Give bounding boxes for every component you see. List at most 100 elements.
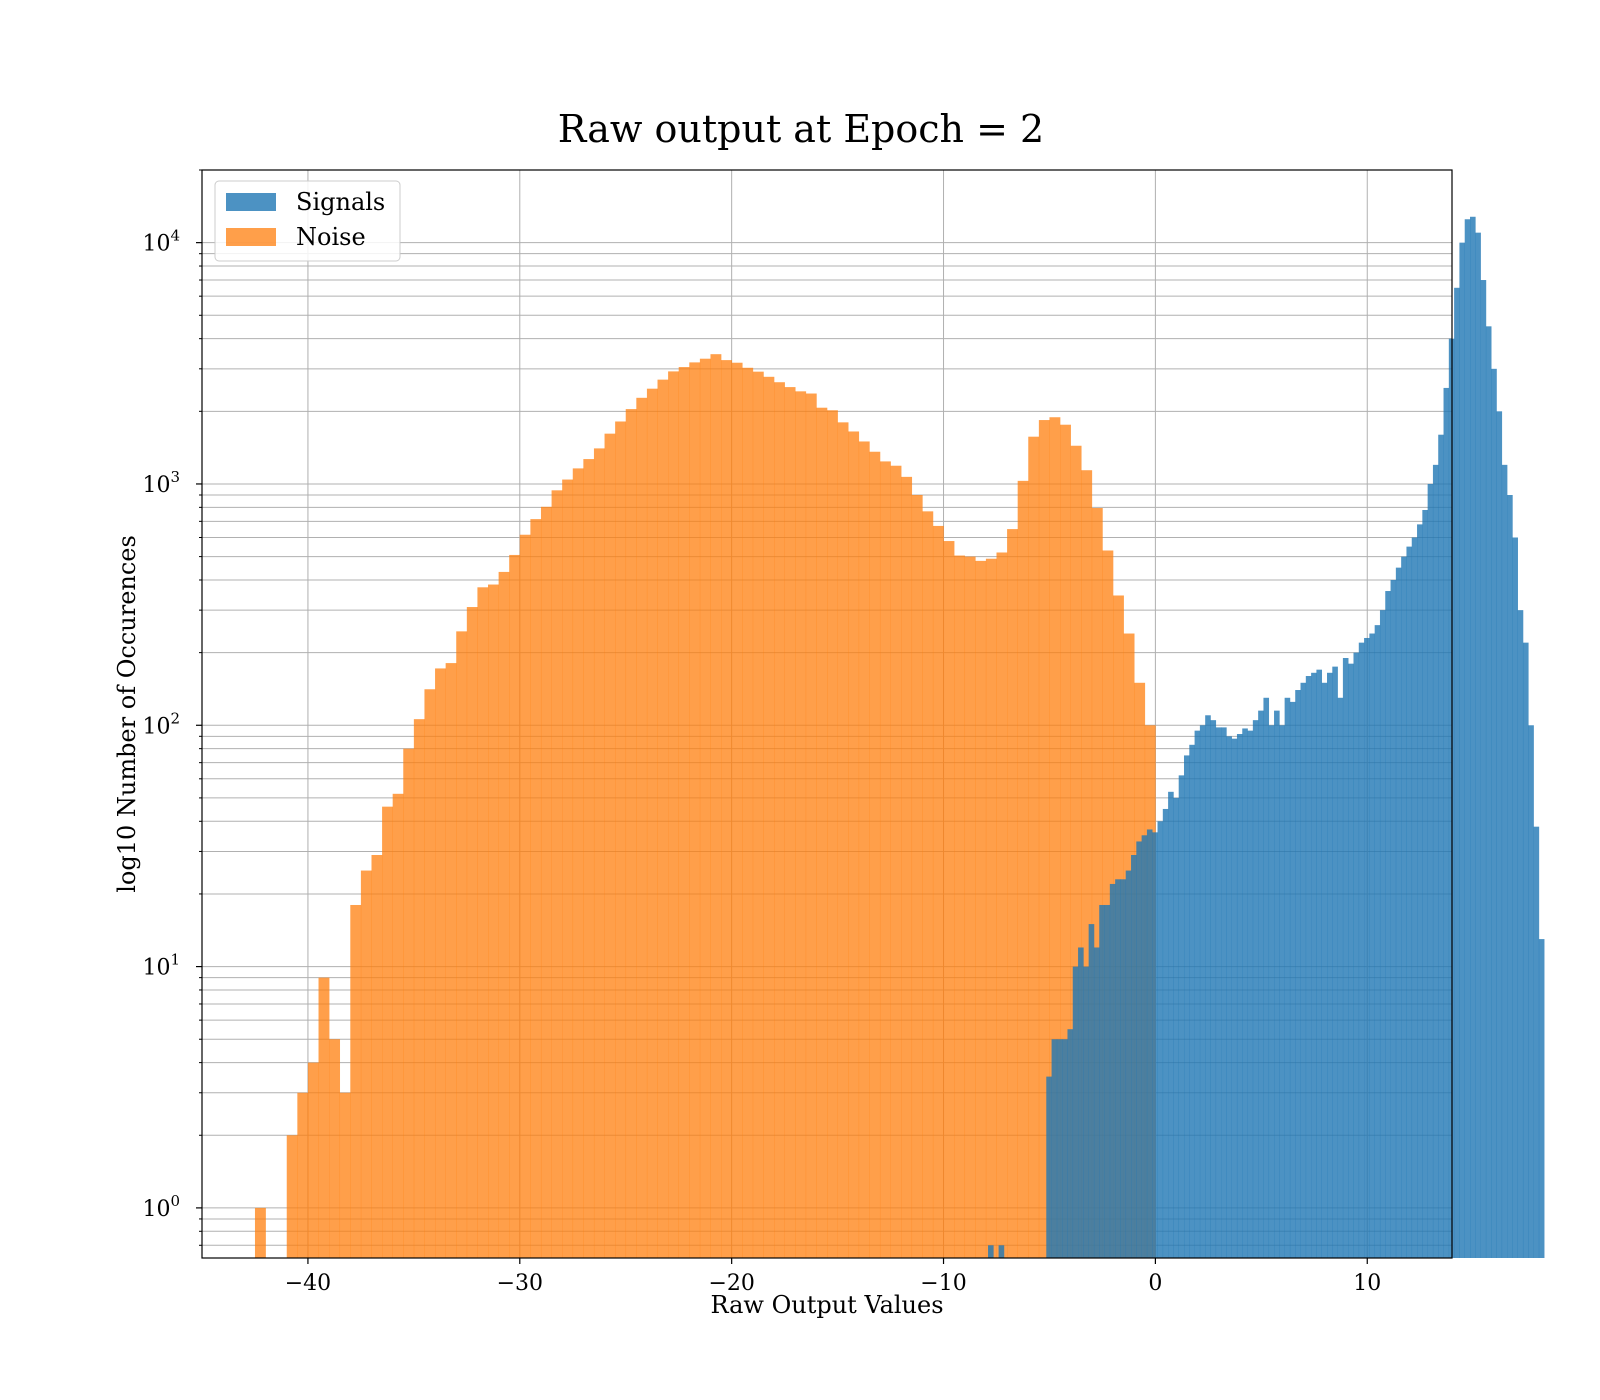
- signals-bar: [1120, 879, 1127, 1258]
- signals-bar: [1501, 464, 1508, 1259]
- noise-bar: [795, 391, 807, 1258]
- noise-bar: [307, 1062, 319, 1258]
- signals-bar: [1168, 791, 1174, 1258]
- noise-bar: [551, 490, 563, 1258]
- signals-bar: [1512, 537, 1518, 1258]
- signals-bar: [1369, 633, 1375, 1258]
- noise-bar: [869, 451, 881, 1259]
- noise-bar: [911, 494, 923, 1259]
- signals-bar: [1104, 904, 1111, 1258]
- noise-bar: [382, 806, 393, 1258]
- signals-bar: [1136, 841, 1142, 1258]
- noise-bar: [1070, 445, 1082, 1258]
- y-tick-label: 103: [142, 468, 180, 498]
- noise-bar: [530, 519, 542, 1258]
- legend-label-signals: Signals: [296, 188, 385, 216]
- noise-bar: [816, 407, 828, 1258]
- signals-bar: [1247, 730, 1254, 1258]
- signals-bar: [1517, 610, 1524, 1258]
- y-tick-label: 102: [142, 709, 180, 739]
- signals-bar: [1252, 720, 1259, 1258]
- signals-bar: [1353, 652, 1360, 1258]
- noise-bar: [562, 479, 574, 1259]
- signals-bar: [1485, 326, 1492, 1259]
- signals-bar: [1088, 924, 1095, 1258]
- signals-bar: [1417, 524, 1423, 1258]
- signals-bar: [1199, 725, 1206, 1258]
- signals-bar: [1263, 697, 1270, 1258]
- noise-bar: [678, 367, 690, 1258]
- noise-bar: [413, 719, 425, 1258]
- noise-bar: [339, 1092, 351, 1258]
- x-axis-ticks: −40 −30 −20 −10 0 10: [285, 1258, 1381, 1296]
- noise-bar: [774, 382, 785, 1259]
- signals-bar: [1427, 483, 1434, 1258]
- signals-bar: [1406, 546, 1413, 1258]
- noise-bar: [657, 379, 669, 1258]
- signals-bar: [1507, 494, 1513, 1259]
- signals-bar: [1056, 1039, 1063, 1258]
- legend-swatch-signals: [226, 193, 276, 211]
- signals-bar: [1443, 387, 1450, 1259]
- signals-bar: [1395, 567, 1402, 1258]
- x-tick-label: −30: [497, 1271, 543, 1296]
- y-axis-label: log10 Number of Occurences: [113, 535, 141, 893]
- noise-bar: [477, 587, 489, 1258]
- signals-bar: [1337, 697, 1344, 1258]
- signals-bar: [1078, 947, 1084, 1258]
- signals-bar: [1046, 1076, 1052, 1258]
- noise-bar: [360, 870, 372, 1258]
- signals-bar: [1522, 642, 1529, 1258]
- noise-bar: [932, 525, 944, 1258]
- signals-bar: [1480, 280, 1487, 1258]
- signals-bar: [988, 1245, 994, 1258]
- noise-bar: [985, 558, 997, 1258]
- noise-bar: [668, 371, 679, 1259]
- signals-bar: [1475, 232, 1481, 1258]
- noise-bar: [943, 541, 955, 1258]
- signals-bar: [1173, 797, 1179, 1258]
- signals-bar: [1083, 966, 1089, 1258]
- noise-bar: [1091, 508, 1103, 1258]
- noise-bar: [350, 904, 362, 1258]
- signals-bar: [1231, 738, 1238, 1258]
- signals-histogram: [988, 216, 1545, 1259]
- noise-bar: [435, 668, 446, 1258]
- signals-bar: [1321, 682, 1328, 1258]
- noise-bar: [742, 367, 754, 1259]
- noise-bar: [954, 555, 966, 1258]
- noise-bar: [540, 506, 552, 1258]
- noise-bar: [286, 1135, 298, 1258]
- signals-bar: [1295, 690, 1301, 1258]
- signals-bar: [1210, 720, 1217, 1258]
- signals-bar: [1289, 701, 1296, 1258]
- signals-bar: [1072, 966, 1079, 1258]
- noise-bar: [1007, 529, 1018, 1258]
- signals-bar: [1221, 727, 1227, 1258]
- y-tick-label: 104: [142, 227, 180, 257]
- signals-bar: [1141, 835, 1148, 1258]
- noise-bar: [784, 387, 796, 1259]
- signals-bar: [1205, 715, 1211, 1258]
- signals-bar: [1464, 219, 1471, 1259]
- signals-bar: [1284, 697, 1291, 1258]
- chart-title: Raw output at Epoch = 2: [558, 107, 1044, 151]
- noise-bar: [572, 468, 584, 1258]
- signals-bar: [1438, 434, 1444, 1259]
- noise-bar: [996, 552, 1008, 1258]
- signals-bar: [1051, 1039, 1058, 1258]
- noise-bar: [593, 448, 605, 1258]
- noise-bar: [488, 584, 499, 1258]
- noise-bar: [445, 663, 457, 1258]
- legend: Signals Noise: [214, 180, 401, 262]
- signals-bar: [1236, 734, 1243, 1258]
- signals-bar: [1385, 591, 1391, 1258]
- signals-bar: [1162, 808, 1169, 1258]
- signals-bar: [1099, 904, 1105, 1258]
- signals-bar: [1146, 829, 1153, 1258]
- signals-bar: [1226, 736, 1232, 1258]
- noise-bar: [699, 358, 711, 1258]
- signals-bar: [1332, 666, 1338, 1258]
- signals-bar: [1470, 216, 1476, 1258]
- noise-bar: [509, 554, 521, 1258]
